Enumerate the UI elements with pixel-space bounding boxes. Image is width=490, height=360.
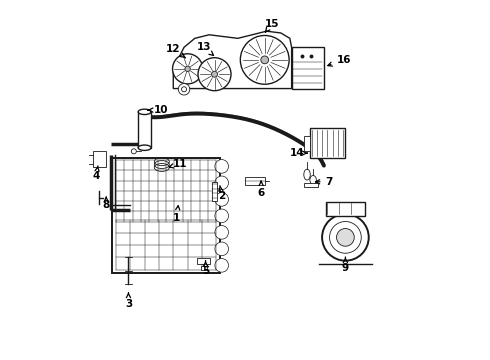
Circle shape (215, 242, 228, 256)
Circle shape (178, 84, 190, 95)
Circle shape (215, 159, 228, 173)
Text: 8: 8 (102, 197, 110, 210)
Bar (310, 128, 345, 158)
Bar (197, 258, 210, 264)
Bar (304, 183, 318, 187)
Text: 7: 7 (316, 177, 333, 187)
Bar (304, 136, 310, 151)
Text: 11: 11 (169, 159, 188, 169)
Text: 13: 13 (196, 42, 214, 55)
Bar (112, 158, 220, 273)
Bar (292, 47, 324, 89)
Text: 10: 10 (148, 105, 168, 115)
Circle shape (215, 258, 228, 272)
Circle shape (172, 54, 203, 84)
Circle shape (212, 71, 218, 77)
Bar (201, 266, 207, 270)
Bar (245, 177, 265, 185)
Circle shape (337, 229, 354, 246)
Text: 2: 2 (218, 186, 225, 201)
Ellipse shape (138, 109, 151, 114)
Text: 16: 16 (328, 55, 351, 66)
Circle shape (215, 193, 228, 206)
Circle shape (185, 66, 190, 72)
Circle shape (215, 226, 228, 239)
Circle shape (330, 221, 361, 253)
Text: 14: 14 (290, 148, 307, 158)
Bar (212, 182, 218, 201)
Text: 6: 6 (258, 181, 265, 198)
Ellipse shape (310, 176, 317, 184)
Text: 12: 12 (166, 44, 186, 58)
Bar (93, 151, 106, 167)
Circle shape (215, 209, 228, 223)
Text: 15: 15 (265, 19, 279, 32)
Text: 3: 3 (125, 293, 132, 309)
Bar (326, 202, 365, 216)
Circle shape (131, 149, 136, 154)
Text: 4: 4 (93, 166, 100, 181)
Ellipse shape (304, 169, 310, 180)
Text: 1: 1 (173, 206, 180, 222)
Circle shape (240, 36, 289, 84)
Circle shape (215, 176, 228, 190)
Bar (138, 112, 151, 148)
Circle shape (322, 214, 368, 261)
Ellipse shape (138, 145, 151, 150)
Circle shape (198, 58, 231, 91)
Circle shape (181, 87, 187, 92)
Circle shape (261, 56, 269, 64)
Text: 9: 9 (342, 257, 349, 273)
Text: 5: 5 (202, 261, 209, 276)
